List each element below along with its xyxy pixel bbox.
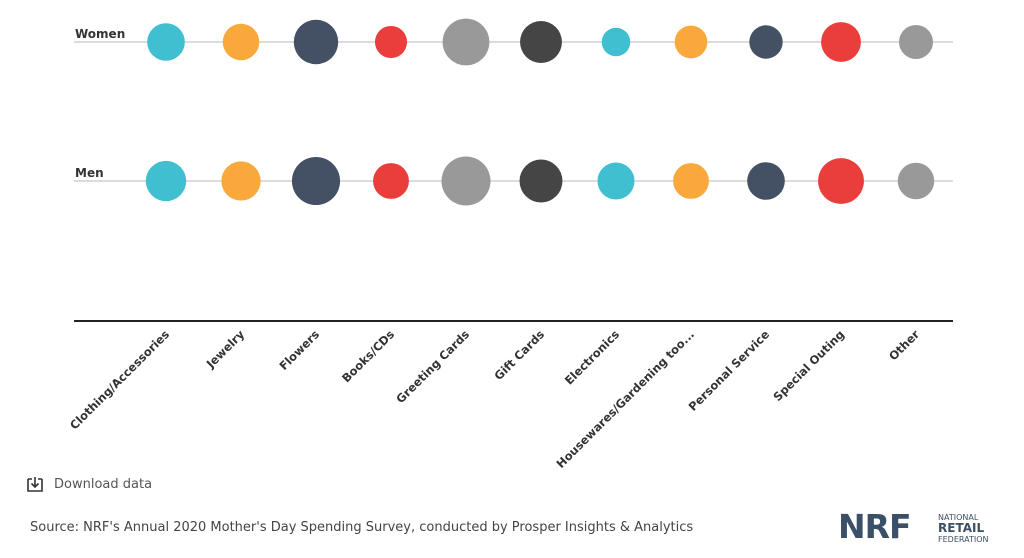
bubble-men-7 — [673, 163, 709, 199]
bubble-women-4 — [442, 18, 490, 66]
bubble-women-5 — [520, 21, 562, 63]
row-label-women: Women — [75, 27, 125, 41]
bubble-men-5 — [519, 159, 563, 203]
bubble-men-1 — [221, 161, 261, 201]
bubble-men-4 — [441, 156, 491, 206]
download-icon — [27, 477, 43, 492]
download-data-label: Download data — [54, 476, 153, 492]
bubble-men-9 — [818, 158, 864, 204]
nrf-logo: NRF NATIONAL RETAIL FEDERATION — [838, 507, 1008, 551]
x-tick-label: Personal Service — [686, 327, 773, 414]
bubble-women-1 — [222, 23, 260, 61]
logo-text: NATIONAL RETAIL FEDERATION — [938, 512, 988, 545]
x-tick-label: Electronics — [562, 327, 622, 387]
bubble-men-0 — [145, 160, 187, 202]
bubble-women-0 — [147, 23, 185, 61]
bubble-women-10 — [898, 24, 934, 60]
logo-line-1: NATIONAL — [938, 513, 979, 522]
bubble-women-3 — [374, 25, 408, 59]
logo-line-3: FEDERATION — [938, 535, 989, 544]
bubble-men-3 — [373, 163, 409, 199]
bubble-women-2 — [293, 19, 339, 65]
row-label-men: Men — [75, 166, 104, 180]
bubble-women-7 — [674, 25, 708, 59]
x-tick-label: Books/CDs — [339, 327, 397, 385]
x-tick-label: Jewelry — [203, 327, 248, 372]
chart-area: Women Men Clothing/Accessories Jewelry Flowe… — [67, 18, 953, 470]
x-tick-label: Clothing/Accessories — [67, 327, 172, 432]
x-tick-label: Greeting Cards — [393, 327, 472, 406]
x-tick-label: Other — [886, 327, 922, 363]
logo-mark: NRF — [838, 507, 912, 546]
bubble-chart: Women Men Clothing/Accessories Jewelry Flowe… — [67, 18, 953, 470]
x-tick-label: Housewares/Gardening too... — [553, 327, 697, 470]
bubble-men-2 — [291, 156, 341, 206]
x-tick-label: Gift Cards — [491, 327, 547, 383]
bubble-men-6 — [597, 162, 635, 200]
bubble-women-9 — [821, 22, 861, 62]
source-note: Source: NRF's Annual 2020 Mother's Day S… — [30, 520, 694, 535]
bubble-men-10 — [897, 162, 935, 200]
download-data-button[interactable]: Download data — [26, 475, 152, 493]
x-tick-label: Flowers — [276, 327, 322, 373]
bubble-women-8 — [749, 25, 783, 59]
bubble-women-6 — [601, 27, 631, 57]
logo-line-2: RETAIL — [938, 521, 985, 535]
bubble-men-8 — [747, 162, 785, 200]
x-tick-label: Special Outing — [770, 327, 847, 404]
